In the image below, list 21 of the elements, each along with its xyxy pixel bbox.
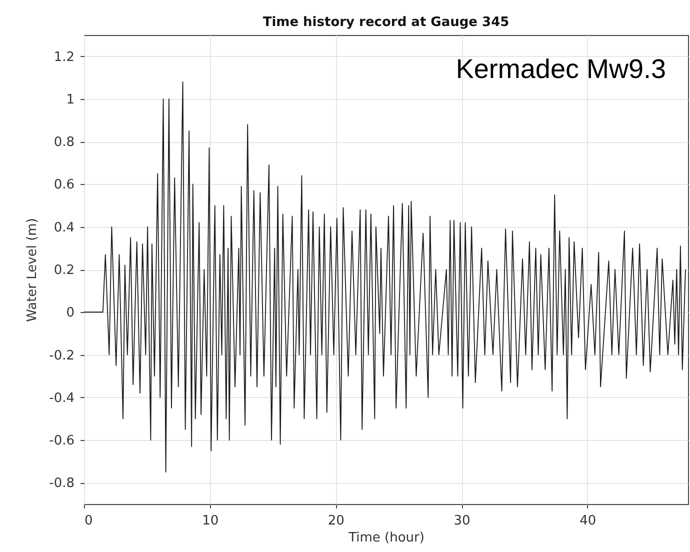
x-tick-label: 10 bbox=[202, 514, 219, 528]
annotation: Kermadec Mw9.3 bbox=[456, 54, 666, 84]
y-tick-label: -0.4 bbox=[49, 390, 74, 406]
y-tick-label: 1.2 bbox=[54, 50, 74, 65]
x-axis-title: Time (hour) bbox=[348, 530, 424, 546]
x-tick-label: 20 bbox=[328, 514, 344, 528]
y-tick-label: 0.8 bbox=[54, 135, 74, 150]
y-tick-label: 1 bbox=[66, 92, 74, 108]
x-tick-label: 30 bbox=[454, 514, 470, 528]
y-tick-label: 0 bbox=[66, 306, 74, 321]
line-series bbox=[84, 81, 686, 472]
x-tick-label: 0 bbox=[84, 514, 93, 528]
y-axis-title: Water Level (m) bbox=[25, 218, 40, 322]
y-tick-label: 0.6 bbox=[54, 178, 74, 193]
chart-title: Time history record at Gauge 345 bbox=[262, 15, 510, 30]
y-tick-label: -0.6 bbox=[49, 434, 74, 449]
x-tick-label: 40 bbox=[580, 514, 596, 528]
y-tick-label: 0.4 bbox=[54, 220, 74, 236]
y-tick-label: 0.2 bbox=[54, 263, 74, 278]
y-tick-label: -0.8 bbox=[49, 476, 74, 492]
y-tick-label: -0.2 bbox=[49, 348, 74, 364]
